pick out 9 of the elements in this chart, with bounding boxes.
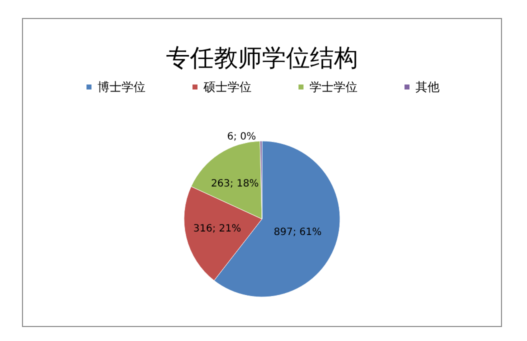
legend-label: 其他 (416, 80, 440, 94)
data-label: 263; 18% (210, 178, 259, 190)
legend-label: 硕士学位 (202, 80, 252, 94)
data-label: 316; 21% (193, 223, 242, 234)
chart-title: 专任教师学位结构 (166, 44, 358, 72)
legend-label: 学士学位 (310, 80, 358, 94)
data-label: 6; 0% (227, 132, 256, 143)
legend-label: 博士学位 (98, 80, 146, 94)
data-label: 897; 61% (274, 227, 322, 238)
